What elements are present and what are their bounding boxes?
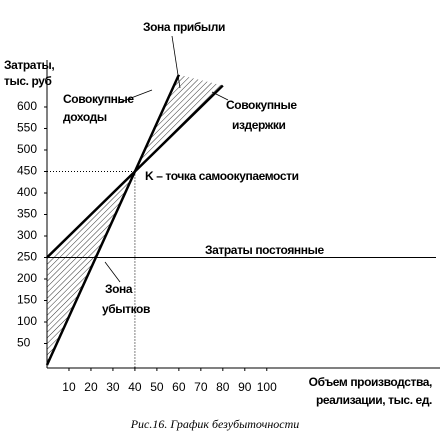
cost-label: Совокупные xyxy=(226,98,297,112)
y-label: Затраты, xyxy=(4,58,54,72)
y-tick-label: 500 xyxy=(17,142,37,156)
x-tick-label: 50 xyxy=(150,380,164,394)
cost-label: издержки xyxy=(232,118,286,132)
profit-zone xyxy=(134,74,223,172)
series-line xyxy=(46,84,224,259)
x-tick-label: 70 xyxy=(194,380,208,394)
loss-zone-label: Зона xyxy=(105,282,133,296)
x-label: реализации, тыс. ед. xyxy=(316,393,432,407)
x-tick-label: 80 xyxy=(216,380,230,394)
y-tick-label: 300 xyxy=(17,228,37,242)
fixed-cost-label: Затраты постоянные xyxy=(205,243,324,257)
x-tick-label: 90 xyxy=(238,380,252,394)
y-tick-label: 50 xyxy=(17,336,31,350)
y-tick-label: 200 xyxy=(17,271,37,285)
y-tick-label: 350 xyxy=(17,207,37,221)
y-tick-label: 600 xyxy=(17,99,37,113)
y-tick-label: 450 xyxy=(17,164,37,178)
leader xyxy=(104,261,121,283)
x-tick-label: 10 xyxy=(62,380,76,394)
y-tick-label: 400 xyxy=(17,185,37,199)
y-tick-label: 250 xyxy=(17,250,37,264)
y-label: тыс. руб xyxy=(4,74,52,88)
x-tick-label: 40 xyxy=(128,380,142,394)
caption: Рис.16. График безубыточности xyxy=(130,417,300,431)
x-tick-label: 100 xyxy=(257,380,277,394)
break-even-label: K – точка самоокупаемости xyxy=(145,169,299,183)
revenue-label: доходы xyxy=(63,110,107,124)
x-label: Объем производства, xyxy=(309,375,432,389)
y-tick-label: 550 xyxy=(17,121,37,135)
revenue-label: Совокупные xyxy=(63,92,134,106)
loss-zone-label: убытков xyxy=(102,302,150,316)
x-tick-label: 60 xyxy=(172,380,186,394)
y-tick-label: 150 xyxy=(17,293,37,307)
y-tick-label: 100 xyxy=(17,314,37,328)
profit-zone-label: Зона прибыли xyxy=(143,20,225,34)
x-tick-label: 20 xyxy=(84,380,98,394)
x-tick-label: 30 xyxy=(106,380,120,394)
leader xyxy=(117,89,153,104)
